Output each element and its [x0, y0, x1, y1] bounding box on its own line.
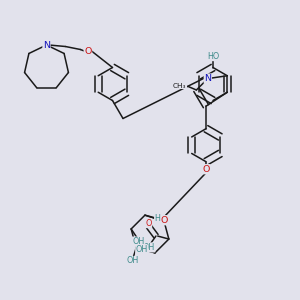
Text: O: O	[84, 46, 92, 56]
Text: OH: OH	[133, 237, 145, 246]
Text: O: O	[202, 165, 210, 174]
Text: HO: HO	[207, 52, 219, 61]
Text: O: O	[145, 219, 152, 228]
Text: O: O	[160, 216, 167, 225]
Text: OH: OH	[127, 256, 139, 266]
Text: H: H	[154, 214, 160, 223]
Text: N: N	[204, 74, 211, 83]
Text: OH: OH	[142, 243, 155, 252]
Text: N: N	[43, 40, 50, 50]
Text: OH: OH	[136, 245, 148, 254]
Text: CH₃: CH₃	[173, 82, 187, 88]
